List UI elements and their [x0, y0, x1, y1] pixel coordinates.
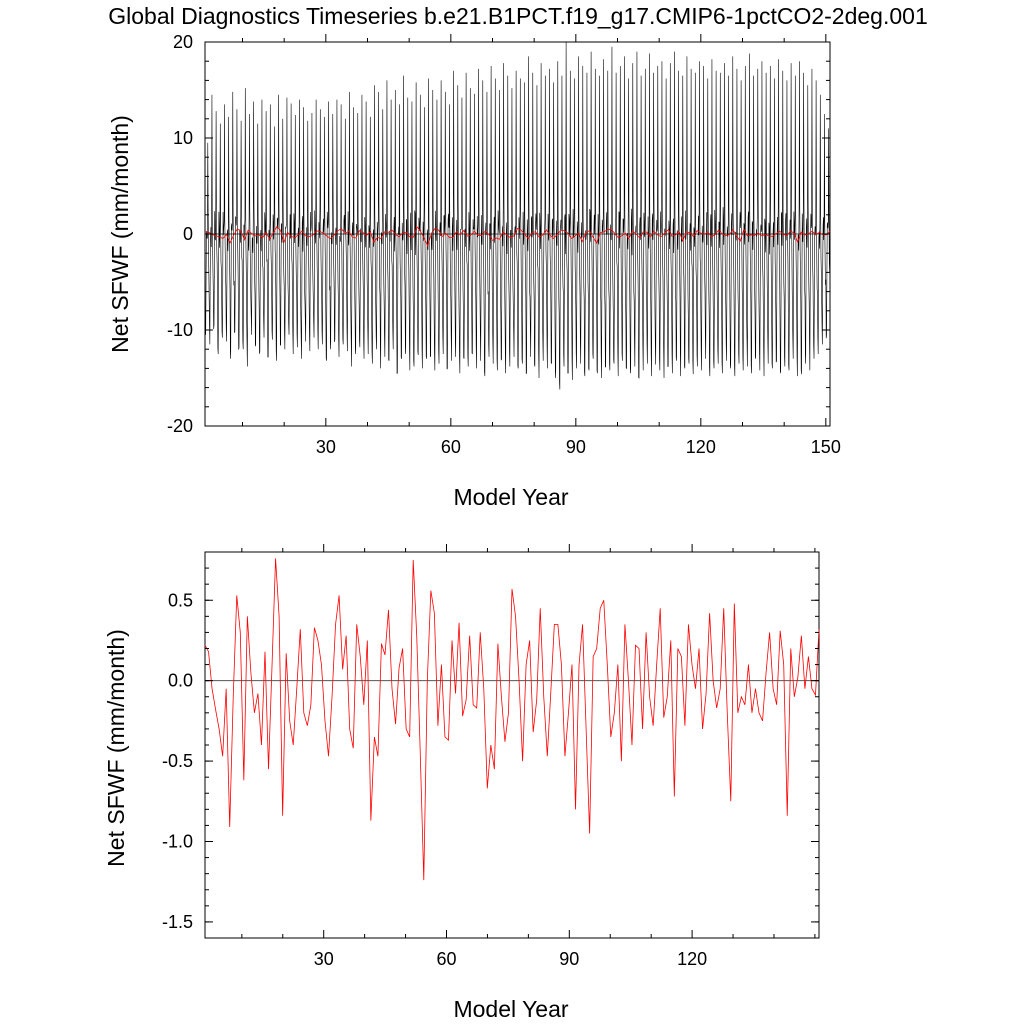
- top-x-tick-label: 90: [566, 437, 586, 457]
- bottom-plot-frame: [204, 551, 820, 939]
- top-y-tick-label: 10: [173, 128, 193, 148]
- bottom-x-tick-label: 60: [436, 949, 456, 969]
- top-y-axis-label: Net SFWF (mm/month): [107, 115, 133, 353]
- bottom-y-tick-label: -0.5: [162, 751, 193, 771]
- top-series-group: [204, 41, 831, 390]
- bottom-y-tick-label: -1.5: [162, 912, 193, 932]
- bottom-x-tick-label: 30: [314, 949, 334, 969]
- top-x-tick-label: 120: [686, 437, 716, 457]
- top-y-tick-label: -20: [167, 416, 193, 436]
- top-x-axis-label: Model Year: [453, 484, 568, 510]
- top-x-tick-label: 60: [441, 437, 461, 457]
- bottom-annual-series-line: [204, 558, 820, 881]
- bottom-series-group: [204, 558, 820, 881]
- top-x-tick-label: 30: [316, 437, 336, 457]
- top-monthly-series-line: [204, 41, 831, 390]
- top-x-tick-label: 150: [811, 437, 841, 457]
- top-y-tick-label: -10: [167, 320, 193, 340]
- bottom-axes: 30 60 90 120 -1.5 -1.0 -0.5 0.0 0.5: [162, 544, 819, 969]
- top-axes: 30 60 90 120 150 -20 -10 0 10 20: [167, 32, 841, 457]
- top-panel: 30 60 90 120 150 -20 -10 0 10 20 Model Year Net S…: [107, 32, 841, 510]
- bottom-x-axis-label: Model Year: [453, 996, 568, 1022]
- bottom-y-axis-label: Net SFWF (mm/month): [103, 629, 129, 867]
- bottom-y-tick-label: 0.0: [168, 671, 193, 691]
- top-y-tick-label: 20: [173, 32, 193, 52]
- top-y-tick-label: 0: [183, 224, 193, 244]
- bottom-x-tick-label: 120: [677, 949, 707, 969]
- figure-title: Global Diagnostics Timeseries b.e21.B1PC…: [108, 3, 928, 29]
- bottom-y-tick-label: 0.5: [168, 590, 193, 610]
- bottom-x-tick-label: 90: [559, 949, 579, 969]
- bottom-panel: 30 60 90 120 -1.5 -1.0 -0.5 0.0 0.5 Model Year N…: [103, 544, 820, 1022]
- bottom-y-tick-label: -1.0: [162, 832, 193, 852]
- top-annual-series-line: [204, 225, 831, 248]
